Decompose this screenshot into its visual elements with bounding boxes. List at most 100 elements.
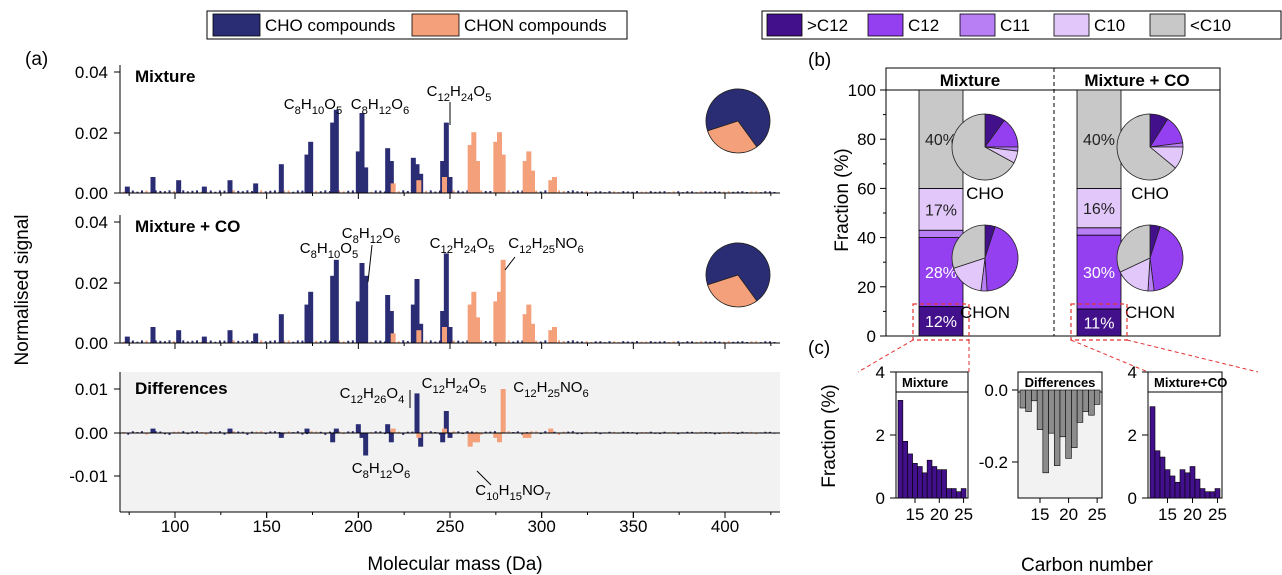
formula-part: C [340, 385, 351, 402]
formula-part: H [359, 225, 370, 242]
spectrum-bar [467, 145, 473, 194]
formula-part: 24 [464, 244, 477, 256]
spectrum-bar [227, 428, 233, 434]
carbon-bar [1065, 389, 1072, 459]
pie-slice [1116, 113, 1176, 181]
y-tick-label: 60 [857, 179, 876, 198]
spectrum-bar [333, 109, 339, 194]
formula-part: O [386, 385, 398, 402]
stacked-segment [918, 187, 964, 231]
spectrum-panel-2: Differences0.010.00-0.01C12H26O4C12H24O5… [69, 372, 780, 518]
y-tick-label: 40 [857, 229, 876, 248]
formula-part: 12 [380, 469, 393, 481]
formula-part: 8 [295, 105, 301, 117]
spectrum-bar [548, 428, 554, 434]
spectrum-bar [493, 301, 499, 344]
spectrum-bar [552, 177, 557, 194]
x-tick-label: 300 [527, 517, 555, 536]
spectrum-bar [390, 428, 396, 434]
spectrum-bar [278, 433, 284, 438]
spectrum-bar [227, 180, 233, 194]
carbon-number-panel-0: Mixture 15 20 25 0 2 4 [876, 363, 974, 524]
formula-part: C [352, 460, 363, 477]
formula-label: C10H15NO7 [475, 482, 550, 503]
spectrum-bar [497, 433, 502, 443]
panel-background [120, 372, 780, 512]
panel-letter-b: (b) [808, 50, 831, 71]
carbon-bar [1179, 469, 1186, 499]
pie-label: CHO [1131, 184, 1169, 203]
formula-part: H [453, 235, 464, 252]
carbon-bar [1209, 491, 1216, 499]
carbon-bar [1199, 488, 1206, 499]
y-tick-label: -0.01 [69, 467, 108, 486]
spectrum-bar [447, 177, 453, 194]
formula-part: C [422, 375, 433, 392]
formula-part: H [537, 379, 548, 396]
pie-slice [951, 113, 1015, 181]
x-tick-label: 15 [1158, 505, 1177, 524]
carbon-bar [1194, 478, 1201, 499]
spectrum-bar [416, 180, 422, 194]
legend-swatch [1053, 13, 1090, 37]
spectrum-bar [526, 433, 532, 438]
spectrum-bar [176, 180, 182, 194]
segment-label: 12% [925, 314, 957, 331]
stacked-segment [1076, 187, 1122, 229]
spectrum-bar [475, 433, 480, 443]
spectrum-bar [150, 177, 156, 194]
group-header: Mixture [940, 71, 1000, 90]
group-header: Mixture + CO [1084, 71, 1189, 90]
formula-part: 5 [336, 105, 342, 117]
formula-part: H [499, 482, 510, 499]
formula-part: 8 [311, 249, 317, 261]
spectrum-bar [530, 323, 535, 344]
spectrum-bar [548, 330, 554, 344]
formula-part: C [342, 225, 353, 242]
spectrum-bar [385, 148, 391, 194]
legend-swatch [959, 13, 996, 37]
formula-part: 12 [524, 388, 537, 400]
formula-label: C12H24O5 [430, 235, 495, 256]
carbon-bar [1174, 481, 1181, 499]
formula-label: C12H24O5 [422, 375, 487, 396]
x-tick-label: 100 [161, 517, 189, 536]
x-tick-label: 350 [619, 517, 647, 536]
pie-slice [951, 224, 986, 269]
carbon-bar [955, 491, 962, 499]
formula-part: 10 [312, 105, 325, 117]
carbon-bar [917, 466, 923, 499]
stacked-segment [918, 306, 964, 337]
carbon-bar [1053, 389, 1061, 466]
formula-part: 12 [433, 384, 446, 396]
formula-part: O [391, 96, 403, 113]
formula-part: 7 [544, 491, 550, 503]
x-tick-label: 20 [1183, 505, 1202, 524]
carbon-bar [902, 440, 909, 499]
y-axis-title: Normalised signal [12, 214, 33, 365]
spectrum-bar [363, 167, 369, 194]
formula-part: 5 [488, 244, 494, 256]
y-tick-label: 0.01 [75, 380, 108, 399]
segment-label: 30% [1083, 265, 1115, 282]
carbon-bar [1071, 389, 1078, 448]
spectrum-bar [330, 275, 336, 344]
spectrum-bar [333, 259, 339, 344]
formula-label: C12H24O5 [427, 83, 492, 104]
carbon-bar [1076, 389, 1084, 423]
carbon-bar [1189, 466, 1196, 499]
carbon-bar [912, 463, 918, 499]
formula-part: 5 [485, 92, 491, 104]
formula-part: NO [555, 235, 578, 252]
legend-label: CHON compounds [464, 16, 607, 35]
carbon-bar [1088, 389, 1095, 416]
y-tick-label: 0.04 [75, 213, 108, 232]
connector-line [1126, 339, 1259, 373]
formula-part: 10 [486, 491, 499, 503]
formula-part: 12 [441, 244, 454, 256]
carbon-bar [1214, 488, 1221, 499]
pie-slice [707, 120, 758, 154]
legend-label: CHO compounds [265, 16, 395, 35]
x-tick-label: 400 [711, 517, 739, 536]
